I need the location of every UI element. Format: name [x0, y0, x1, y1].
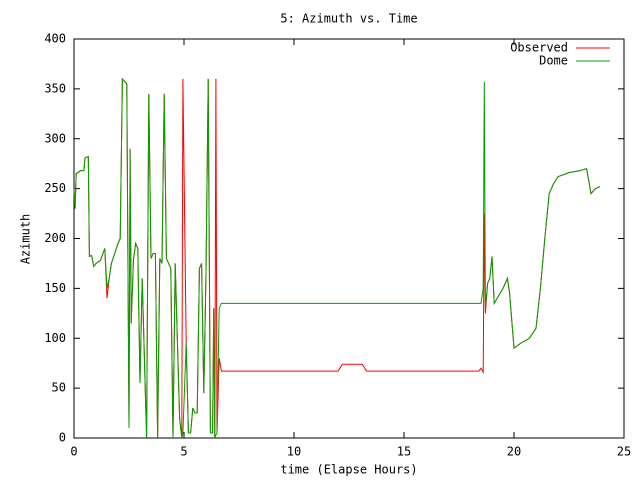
y-tick-label: 50 — [52, 381, 66, 395]
x-tick-label: 0 — [70, 445, 77, 459]
y-tick-label: 200 — [44, 231, 66, 245]
x-tick-label: 5 — [180, 445, 187, 459]
x-axis-label: time (Elapse Hours) — [280, 463, 417, 477]
chart-title: 5: Azimuth vs. Time — [280, 12, 417, 26]
y-tick-label: 300 — [44, 131, 66, 145]
data-line — [73, 77, 601, 439]
x-tick-label: 15 — [397, 445, 411, 459]
x-tick-label: 25 — [617, 445, 631, 459]
y-tick-label: 150 — [44, 281, 66, 295]
y-tick-label: 250 — [44, 181, 66, 195]
legend-label: Observed — [510, 41, 568, 55]
y-tick-label: 400 — [44, 32, 66, 46]
x-tick-label: 10 — [287, 445, 301, 459]
y-axis-label: Azimuth — [19, 214, 33, 265]
y-tick-label: 0 — [59, 431, 66, 445]
y-tick-label: 100 — [44, 331, 66, 345]
legend-label: Dome — [539, 54, 568, 68]
y-tick-label: 350 — [44, 81, 66, 95]
data-line — [73, 77, 601, 439]
x-tick-label: 20 — [507, 445, 521, 459]
